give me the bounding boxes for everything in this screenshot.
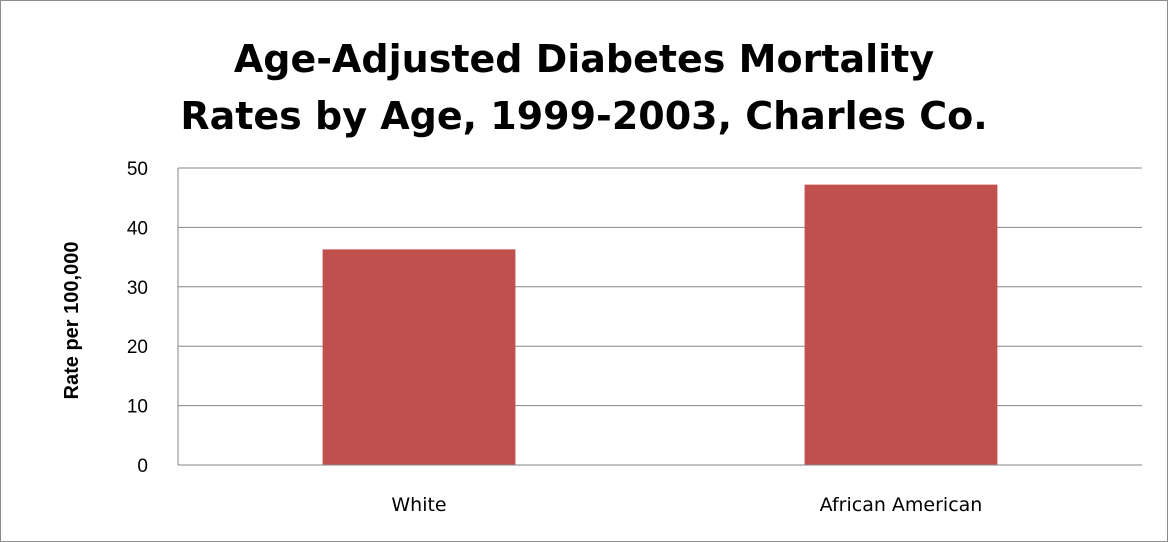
- y-tick-label: 0: [137, 456, 148, 477]
- y-tick-label: 30: [127, 278, 148, 299]
- bar-african-american: [804, 184, 998, 465]
- bar-white: [322, 249, 516, 465]
- chart-title-line-2: Rates by Age, 1999-2003, Charles Co.: [180, 94, 988, 138]
- y-tick-label: 50: [127, 159, 148, 180]
- y-tick-label: 40: [127, 218, 148, 239]
- bars: [322, 184, 998, 465]
- x-category-labels: White African American: [391, 494, 982, 516]
- x-category-label: African American: [820, 494, 983, 516]
- chart-title: Age-Adjusted Diabetes Mortality Rates by…: [1, 31, 1167, 145]
- y-tick-label: 20: [127, 337, 148, 358]
- x-category-label: White: [391, 494, 446, 516]
- y-tick-labels: 0 10 20 30 40 50: [127, 159, 148, 477]
- chart-title-line-1: Age-Adjusted Diabetes Mortality: [233, 37, 935, 81]
- y-axis-label: Rate per 100,000: [61, 242, 83, 400]
- y-tick-label: 10: [127, 397, 148, 418]
